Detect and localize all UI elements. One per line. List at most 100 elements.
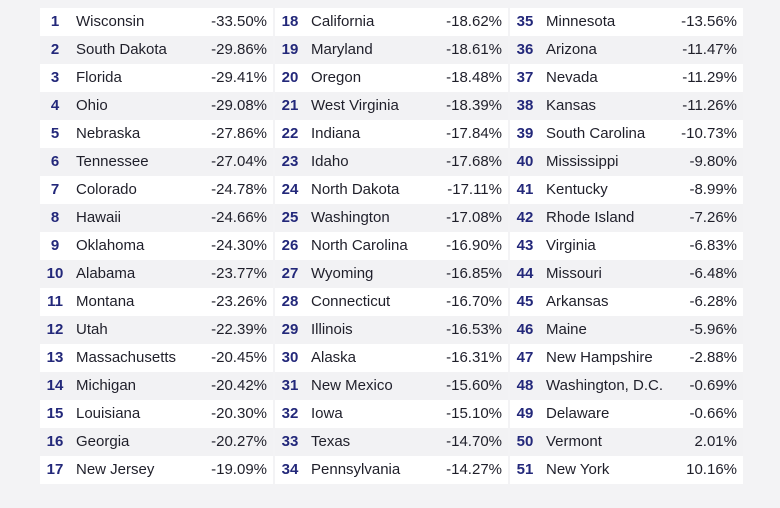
change-cell: -27.86% (211, 125, 267, 142)
change-cell: -20.30% (211, 405, 267, 422)
change-cell: -18.61% (446, 41, 502, 58)
table-row: 44 Missouri -6.48% (510, 260, 743, 288)
name-cell: Missouri (546, 265, 602, 282)
table-row: 48 Washington, D.C. -0.69% (510, 372, 743, 400)
name-cell: New York (546, 461, 610, 478)
name-cell: Utah (76, 321, 108, 338)
name-cell: South Dakota (76, 41, 167, 58)
change-cell: -33.50% (211, 13, 267, 30)
table-row: 42 Rhode Island -7.26% (510, 204, 743, 232)
table-row: 41 Kentucky -8.99% (510, 176, 743, 204)
rank-cell: 13 (46, 349, 64, 366)
name-cell: Maryland (311, 41, 373, 58)
name-cell: Louisiana (76, 405, 141, 422)
rank-cell: 47 (516, 349, 534, 366)
table-row: 10 Alabama -23.77% (40, 260, 273, 288)
change-cell: -20.45% (211, 349, 267, 366)
table-row: 38 Kansas -11.26% (510, 92, 743, 120)
name-cell: Kansas (546, 97, 597, 114)
table-row: 46 Maine -5.96% (510, 316, 743, 344)
table-row: 6 Tennessee -27.04% (40, 148, 273, 176)
rank-cell: 16 (46, 433, 64, 450)
rank-cell: 12 (46, 321, 64, 338)
rank-cell: 27 (281, 265, 299, 282)
change-cell: -20.42% (211, 377, 267, 394)
change-cell: -16.70% (446, 293, 502, 310)
name-cell: Minnesota (546, 13, 616, 30)
rank-cell: 23 (281, 153, 299, 170)
change-cell: -23.26% (211, 293, 267, 310)
change-cell: -23.77% (211, 265, 267, 282)
table-row: 31 New Mexico -15.60% (275, 372, 508, 400)
table-row: 8 Hawaii -24.66% (40, 204, 273, 232)
table-row: 15 Louisiana -20.30% (40, 400, 273, 428)
table-row: 17 New Jersey -19.09% (40, 456, 273, 484)
rank-cell: 15 (46, 405, 64, 422)
change-cell: -18.39% (446, 97, 502, 114)
rank-cell: 32 (281, 405, 299, 422)
rank-cell: 6 (50, 153, 60, 170)
change-cell: -24.30% (211, 237, 267, 254)
rank-cell: 41 (516, 181, 534, 198)
rank-cell: 29 (281, 321, 299, 338)
change-cell: -10.73% (681, 125, 737, 142)
rank-cell: 22 (281, 125, 299, 142)
change-cell: -29.86% (211, 41, 267, 58)
rank-cell: 9 (50, 237, 60, 254)
table-row: 7 Colorado -24.78% (40, 176, 273, 204)
change-cell: 10.16% (686, 461, 737, 478)
table-row: 26 North Carolina -16.90% (275, 232, 508, 260)
change-cell: -17.08% (446, 209, 502, 226)
change-cell: -9.80% (689, 153, 737, 170)
table-row: 2 South Dakota -29.86% (40, 36, 273, 64)
rank-cell: 26 (281, 237, 299, 254)
change-cell: -8.99% (689, 181, 737, 198)
rank-cell: 38 (516, 97, 534, 114)
change-cell: -7.26% (689, 209, 737, 226)
rank-cell: 51 (516, 461, 534, 478)
name-cell: Mississippi (546, 153, 619, 170)
table: 1 Wisconsin -33.50% 2 South Dakota -29.86% 3 Fl… (40, 8, 743, 484)
rank-cell: 45 (516, 293, 534, 310)
name-cell: Oklahoma (76, 237, 145, 254)
change-cell: -5.96% (689, 321, 737, 338)
rank-cell: 36 (516, 41, 534, 58)
table-row: 13 Massachusetts -20.45% (40, 344, 273, 372)
name-cell: Colorado (76, 181, 137, 198)
name-cell: Nebraska (76, 125, 141, 142)
rank-cell: 3 (50, 69, 60, 86)
table-row: 27 Wyoming -16.85% (275, 260, 508, 288)
name-cell: Nevada (546, 69, 598, 86)
name-cell: Virginia (546, 237, 596, 254)
change-cell: -2.88% (689, 349, 737, 366)
table-row: 22 Indiana -17.84% (275, 120, 508, 148)
name-cell: Pennsylvania (311, 461, 401, 478)
rank-cell: 8 (50, 209, 60, 226)
rank-cell: 21 (281, 97, 299, 114)
rank-cell: 49 (516, 405, 534, 422)
change-cell: -15.10% (446, 405, 502, 422)
rank-cell: 43 (516, 237, 534, 254)
rank-cell: 28 (281, 293, 299, 310)
rank-cell: 11 (47, 293, 63, 310)
name-cell: Washington, D.C. (546, 377, 663, 394)
change-cell: -11.29% (682, 69, 737, 86)
name-cell: Massachusetts (76, 349, 177, 366)
table-row: 1 Wisconsin -33.50% (40, 8, 273, 36)
table-row: 12 Utah -22.39% (40, 316, 273, 344)
rank-cell: 46 (516, 321, 534, 338)
change-cell: -18.62% (446, 13, 502, 30)
name-cell: Wisconsin (76, 13, 145, 30)
table-row: 47 New Hampshire -2.88% (510, 344, 743, 372)
table-row: 43 Virginia -6.83% (510, 232, 743, 260)
name-cell: North Dakota (311, 181, 400, 198)
table-row: 50 Vermont 2.01% (510, 428, 743, 456)
name-cell: Georgia (76, 433, 130, 450)
change-cell: -16.85% (446, 265, 502, 282)
rank-cell: 7 (50, 181, 60, 198)
rank-cell: 20 (281, 69, 299, 86)
change-cell: -14.70% (446, 433, 502, 450)
table-row: 23 Idaho -17.68% (275, 148, 508, 176)
name-cell: Iowa (311, 405, 343, 422)
change-cell: -6.83% (689, 237, 737, 254)
